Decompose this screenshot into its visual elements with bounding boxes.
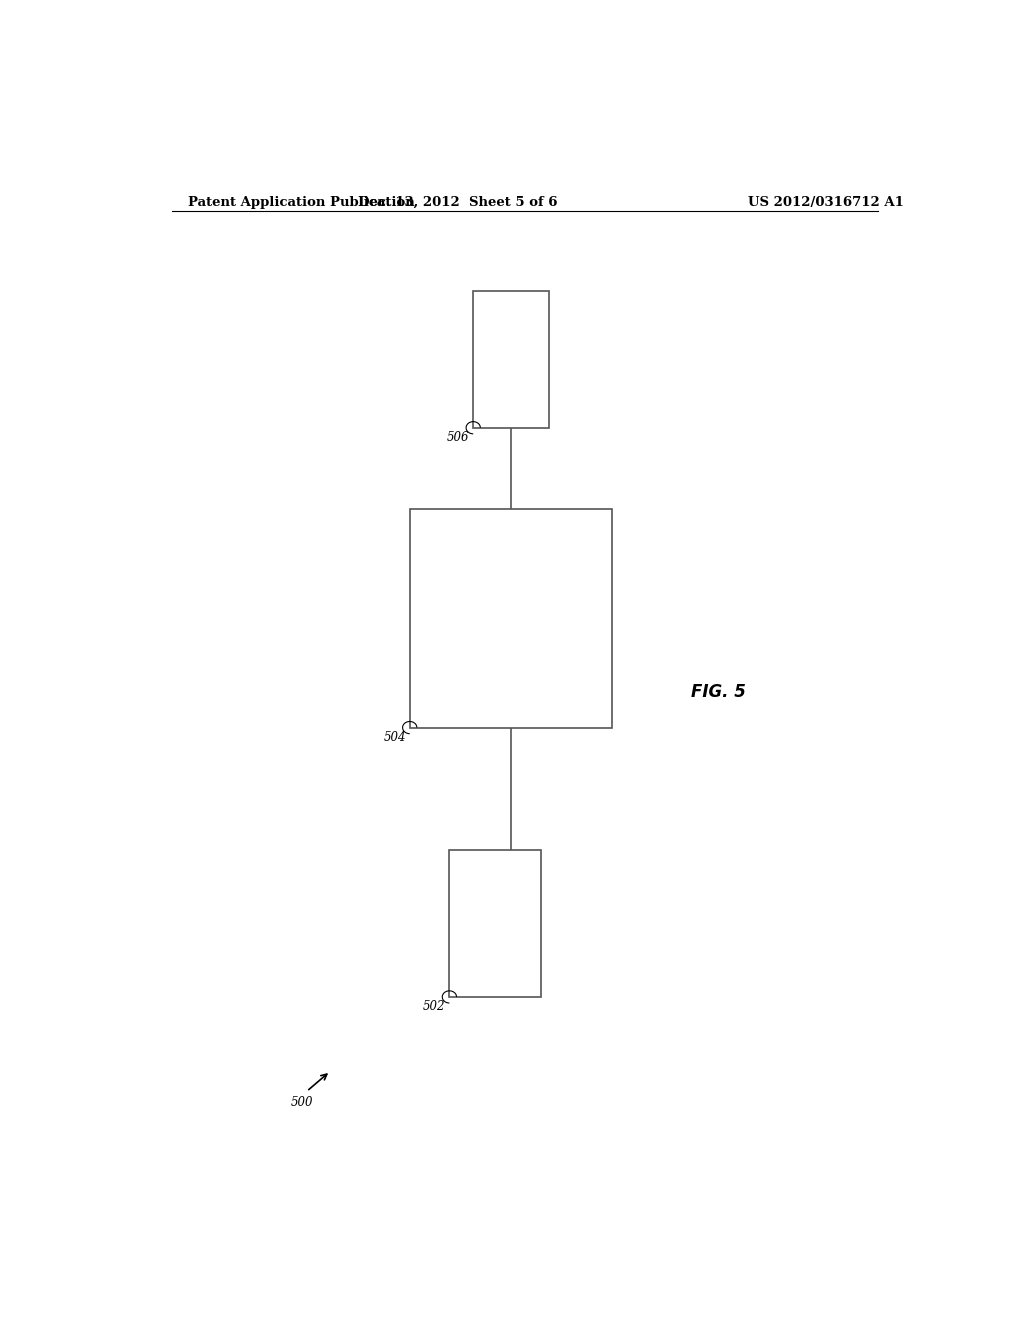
Text: Dec. 13, 2012  Sheet 5 of 6: Dec. 13, 2012 Sheet 5 of 6: [357, 195, 557, 209]
Text: FIG. 5: FIG. 5: [691, 682, 746, 701]
Text: 502: 502: [423, 1001, 445, 1012]
Text: 504: 504: [383, 731, 406, 743]
Text: Patent Application Publication: Patent Application Publication: [187, 195, 415, 209]
Bar: [473, 290, 549, 428]
Bar: [450, 850, 541, 997]
Text: 506: 506: [446, 430, 469, 444]
Bar: [410, 510, 612, 727]
Text: US 2012/0316712 A1: US 2012/0316712 A1: [749, 195, 904, 209]
Text: 500: 500: [291, 1096, 313, 1109]
